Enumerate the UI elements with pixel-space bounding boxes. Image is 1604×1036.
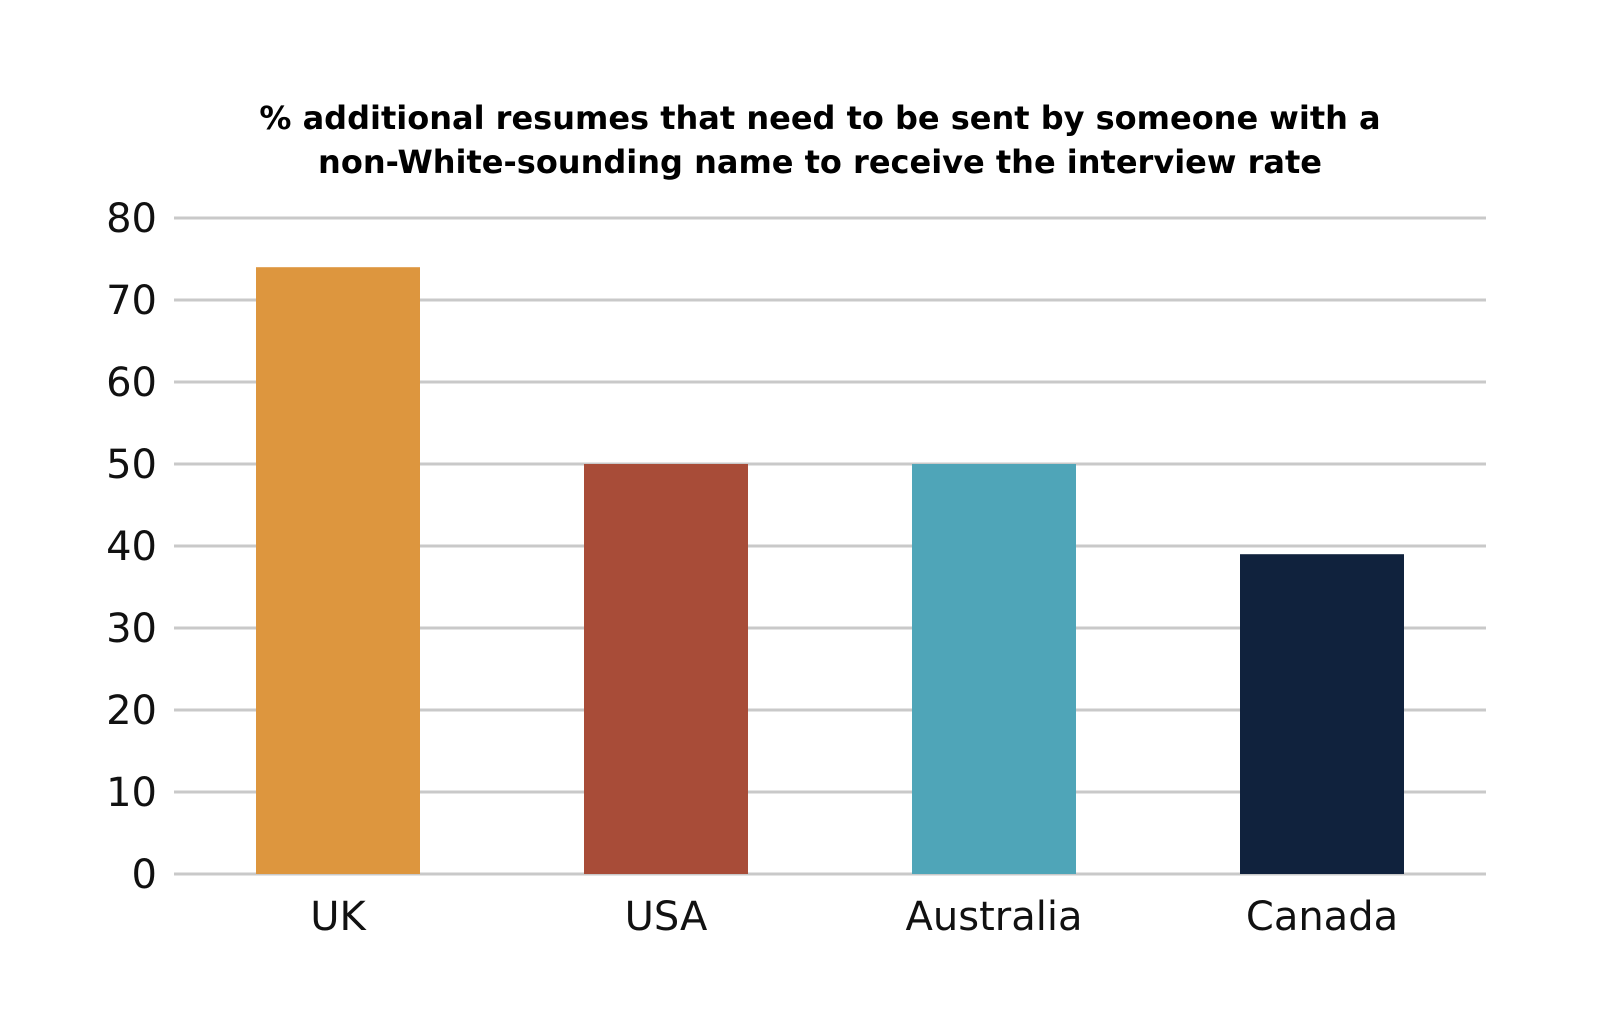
bar-canada bbox=[1240, 554, 1404, 874]
chart-title: % additional resumes that need to be sen… bbox=[0, 96, 1604, 184]
x-tick-label-australia: Australia bbox=[906, 894, 1083, 940]
y-tick-label: 20 bbox=[106, 688, 157, 734]
x-tick-label-canada: Canada bbox=[1246, 894, 1398, 940]
y-tick-label: 40 bbox=[106, 524, 157, 570]
y-tick-label: 30 bbox=[106, 606, 157, 652]
y-tick-label: 60 bbox=[106, 360, 157, 406]
x-tick-label-uk: UK bbox=[310, 894, 367, 940]
y-tick-label: 0 bbox=[132, 852, 157, 898]
y-axis-ticks: 0 10 20 30 40 50 60 70 80 bbox=[106, 196, 157, 898]
y-tick-label: 10 bbox=[106, 770, 157, 816]
chart-title-line-2: non-White-sounding name to receive the i… bbox=[318, 143, 1322, 181]
bar-uk bbox=[256, 267, 420, 874]
x-tick-label-usa: USA bbox=[625, 894, 708, 940]
y-tick-label: 80 bbox=[106, 196, 157, 242]
bar-usa bbox=[584, 464, 748, 874]
bar-australia bbox=[912, 464, 1076, 874]
y-tick-label: 70 bbox=[106, 278, 157, 324]
bars bbox=[256, 267, 1404, 874]
x-axis-labels: UK USA Australia Canada bbox=[310, 894, 1398, 940]
chart-title-line-1: % additional resumes that need to be sen… bbox=[259, 99, 1381, 137]
y-tick-label: 50 bbox=[106, 442, 157, 488]
